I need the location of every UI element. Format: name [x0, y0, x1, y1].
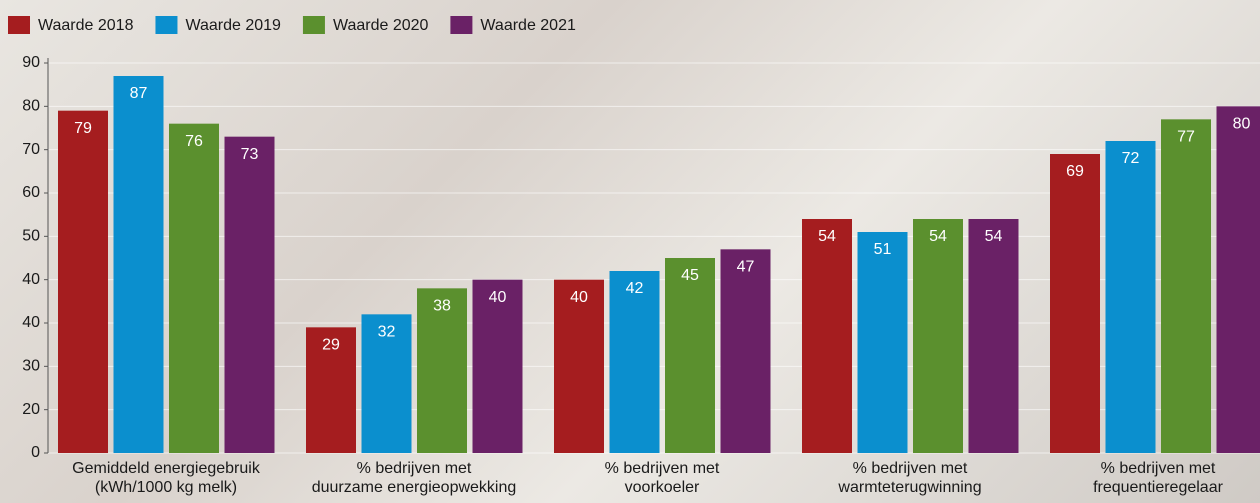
data-label: 29	[322, 337, 340, 354]
bar	[1050, 154, 1100, 453]
data-label: 45	[681, 267, 699, 284]
bar	[969, 219, 1019, 453]
x-tick-label: duurzame energieopwekking	[312, 479, 517, 496]
legend-swatch	[155, 16, 177, 34]
y-tick-label: 50	[22, 228, 40, 245]
bar	[1106, 141, 1156, 453]
x-tick-label: % bedrijven met	[853, 460, 968, 477]
chart: Waarde 2018 Waarde 2019 Waarde 2020 Waarde …	[0, 0, 1260, 503]
data-label: 73	[241, 146, 259, 163]
data-label: 72	[1122, 150, 1140, 167]
bar	[1217, 106, 1260, 453]
data-label: 40	[570, 289, 588, 306]
x-tick-label: % bedrijven met	[357, 460, 472, 477]
bar	[665, 258, 715, 453]
bar	[169, 124, 219, 453]
data-label: 51	[874, 241, 892, 258]
bar	[225, 137, 275, 453]
data-label: 40	[489, 289, 507, 306]
y-tick-label: 80	[22, 98, 40, 115]
x-tick-label: voorkoeler	[625, 479, 700, 496]
legend-label: Waarde 2020	[333, 17, 429, 34]
x-tick-label: % bedrijven met	[1101, 460, 1216, 477]
bar	[802, 219, 852, 453]
legend-label: Waarde 2021	[480, 17, 576, 34]
bar	[913, 219, 963, 453]
data-label: 76	[185, 133, 203, 150]
data-label: 77	[1177, 129, 1195, 146]
data-label: 54	[818, 228, 836, 245]
y-tick-label: 20	[22, 401, 40, 418]
legend-swatch	[303, 16, 325, 34]
legend-swatch	[8, 16, 30, 34]
data-label: 47	[737, 259, 755, 276]
y-tick-label: 70	[22, 141, 40, 158]
y-tick-label: 30	[22, 358, 40, 375]
bar	[114, 76, 164, 453]
x-tick-label: % bedrijven met	[605, 460, 720, 477]
bar	[858, 232, 908, 453]
data-label: 54	[929, 228, 947, 245]
bar	[1161, 119, 1211, 453]
legend-swatch	[450, 16, 472, 34]
data-label: 87	[130, 85, 148, 102]
data-label: 69	[1066, 163, 1084, 180]
y-tick-label: 0	[31, 444, 40, 461]
data-label: 79	[74, 120, 92, 137]
y-tick-label: 60	[22, 184, 40, 201]
legend-label: Waarde 2018	[38, 17, 134, 34]
x-tick-label: warmteterugwinning	[837, 479, 981, 496]
legend-label: Waarde 2019	[185, 17, 281, 34]
data-label: 54	[985, 228, 1003, 245]
x-tick-label: (kWh/1000 kg melk)	[95, 479, 237, 496]
x-tick-label: frequentieregelaar	[1093, 479, 1224, 496]
x-tick-label: Gemiddeld energiegebruik	[72, 460, 261, 477]
bar	[721, 249, 771, 453]
data-label: 80	[1233, 116, 1251, 133]
data-label: 42	[626, 280, 644, 297]
y-tick-label: 40	[22, 271, 40, 288]
bar	[610, 271, 660, 453]
data-label: 38	[433, 298, 451, 315]
bar	[58, 111, 108, 453]
y-tick-label: 40	[22, 314, 40, 331]
data-label: 32	[378, 324, 396, 341]
y-tick-label: 90	[22, 54, 40, 71]
